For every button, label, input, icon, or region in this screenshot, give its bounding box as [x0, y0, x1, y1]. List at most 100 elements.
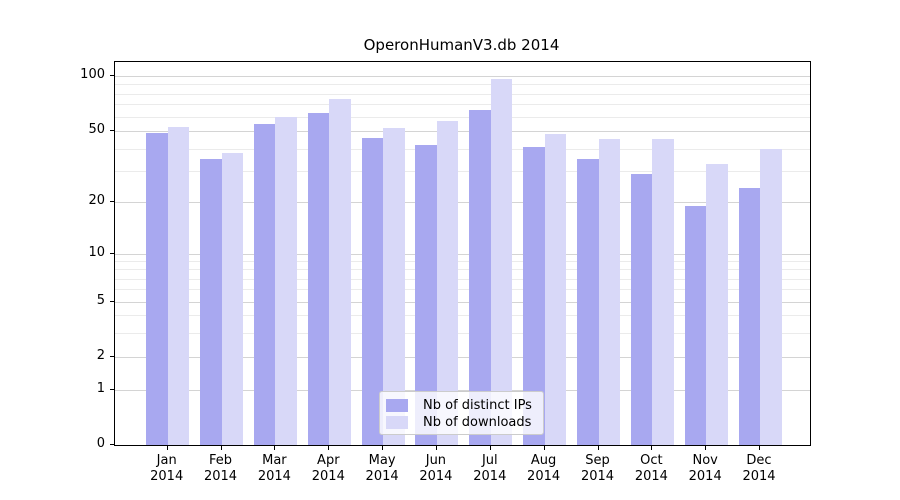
bar-downloads-aug: [544, 134, 567, 445]
gridline-minor: [115, 332, 810, 334]
y-tick-label: 50: [88, 122, 105, 138]
gridline-minor: [115, 315, 810, 317]
x-tick-label-feb: Feb 2014: [191, 453, 251, 485]
x-tick-label-aug: Aug 2014: [514, 453, 574, 485]
x-tick-label-month: Jul: [481, 453, 498, 468]
x-tick-label-jun: Jun 2014: [406, 453, 466, 485]
bar-distinct-ips-aug: [523, 146, 545, 445]
legend-entry-downloads: Nb of downloads: [386, 414, 535, 431]
bar-downloads-jun: [436, 120, 459, 445]
bar-distinct-ips-mar: [253, 123, 276, 445]
gridline-major: [115, 301, 810, 303]
gridline-major: [115, 253, 810, 255]
y-tick-mark: [110, 75, 114, 76]
x-tick-mark: [382, 446, 384, 450]
x-tick-label-year: 2014: [257, 469, 291, 484]
legend: Nb of distinct IPs Nb of downloads: [379, 391, 544, 435]
bar-distinct-ips-jan: [146, 132, 168, 445]
y-tick-label: 0: [96, 436, 105, 451]
x-tick-label-year: 2014: [150, 469, 184, 484]
x-tick-mark: [597, 446, 599, 450]
x-tick-label-year: 2014: [473, 469, 507, 484]
x-tick-mark: [435, 446, 437, 450]
bar-distinct-ips-apr: [307, 112, 330, 445]
x-tick-label-month: Oct: [640, 453, 663, 468]
bar-downloads-nov: [706, 163, 728, 445]
gridline-minor: [115, 84, 810, 86]
x-tick-label-month: Aug: [530, 453, 557, 468]
bar-distinct-ips-may: [361, 137, 384, 445]
x-tick-label-month: Sep: [585, 453, 610, 468]
x-tick-label-month: Dec: [746, 453, 772, 468]
y-tick-label: 2: [96, 347, 105, 363]
y-tick-mark: [110, 201, 114, 203]
bar-distinct-ips-nov: [684, 206, 707, 445]
y-tick-label: 1: [96, 381, 105, 397]
plot-area: [114, 61, 811, 446]
gridline-minor: [115, 148, 810, 150]
x-tick-label-year: 2014: [742, 469, 776, 484]
legend-label-downloads: Nb of downloads: [423, 415, 532, 430]
bar-distinct-ips-dec: [738, 188, 761, 445]
x-tick-mark: [328, 446, 330, 450]
gridline-major: [115, 356, 810, 358]
x-tick-label-year: 2014: [580, 469, 615, 484]
y-tick-mark: [110, 444, 114, 445]
y-tick-label: 5: [96, 292, 105, 308]
x-tick-mark: [220, 446, 222, 450]
y-tick-mark: [110, 389, 114, 391]
x-tick-label-dec: Dec 2014: [729, 453, 789, 485]
x-tick-label-month: Apr: [317, 453, 340, 468]
y-tick-mark: [110, 252, 114, 254]
bar-downloads-sep: [598, 139, 620, 445]
gridline-major: [115, 131, 810, 133]
x-tick-label-year: 2014: [311, 469, 345, 484]
x-tick-mark: [489, 446, 491, 450]
x-tick-mark: [166, 446, 168, 450]
bar-downloads-jan: [167, 126, 190, 445]
bar-downloads-dec: [760, 148, 782, 445]
x-tick-label-oct: Oct 2014: [621, 453, 681, 485]
gridline-minor: [115, 289, 810, 291]
x-tick-label-month: Feb: [208, 453, 233, 468]
x-tick-label-mar: Mar 2014: [244, 453, 304, 485]
bar-distinct-ips-jun: [415, 144, 437, 445]
x-tick-label-month: May: [368, 453, 396, 468]
x-tick-label-year: 2014: [419, 469, 453, 484]
x-tick-label-month: Mar: [262, 453, 287, 468]
gridline-minor: [115, 116, 810, 118]
gridline-minor: [115, 261, 810, 262]
x-tick-label-year: 2014: [688, 469, 722, 484]
x-tick-label-apr: Apr 2014: [298, 453, 358, 485]
gridline-major: [115, 390, 810, 392]
x-tick-label-nov: Nov 2014: [675, 453, 735, 485]
y-tick-label: 10: [88, 244, 105, 260]
legend-swatch-downloads: [386, 416, 408, 429]
x-tick-label-month: Jun: [425, 453, 447, 468]
gridline-minor: [115, 170, 810, 172]
x-tick-label-month: Jan: [156, 453, 177, 468]
gridline-major: [115, 76, 810, 77]
bar-downloads-feb: [221, 152, 244, 445]
x-tick-label-year: 2014: [634, 469, 668, 484]
x-tick-mark: [651, 446, 653, 450]
y-tick-mark: [110, 130, 114, 132]
x-tick-label-jan: Jan 2014: [137, 453, 197, 485]
x-tick-label-jul: Jul 2014: [460, 453, 520, 485]
x-tick-label-may: May 2014: [352, 453, 412, 485]
x-tick-label-year: 2014: [527, 469, 561, 484]
bar-distinct-ips-jul: [469, 110, 491, 445]
gridline-minor: [115, 269, 810, 271]
x-tick-label-year: 2014: [365, 469, 399, 484]
x-tick-label-sep: Sep 2014: [568, 453, 628, 485]
gridline-minor: [115, 278, 810, 280]
bar-distinct-ips-oct: [630, 173, 653, 445]
bar-downloads-jul: [490, 79, 513, 445]
bar-downloads-mar: [275, 116, 297, 445]
x-tick-mark: [274, 446, 276, 450]
bar-downloads-may: [383, 128, 405, 445]
y-tick-mark: [110, 300, 114, 302]
bar-downloads-apr: [329, 98, 351, 445]
gridline-minor: [115, 104, 810, 106]
